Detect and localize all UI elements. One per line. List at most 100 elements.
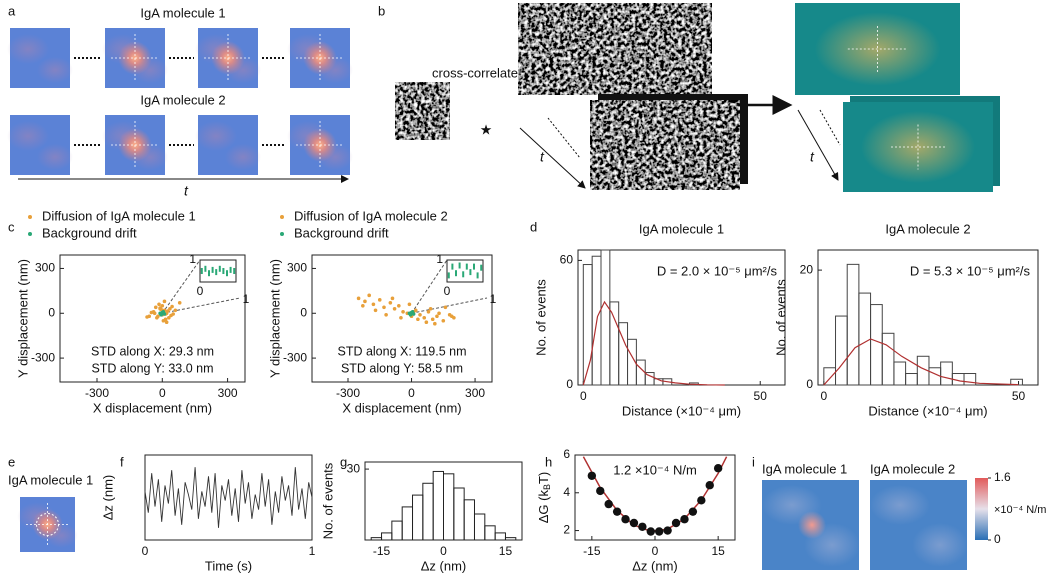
statistic-note: STD along X: 29.3 nm [91,344,214,358]
histogram-bar [846,263,860,386]
fit-curve [582,300,725,386]
y-axis-label: No. of events [773,279,788,356]
histogram-bar [391,520,403,541]
inset-x-tick-label: 0 [444,284,451,298]
histogram-bar [473,513,486,541]
x-tick-label: 0 [408,386,415,400]
x-axis-label: Distance (×10⁻⁴ μm) [622,403,741,418]
data-point [173,308,178,313]
data-point [164,320,169,325]
y-tick-label: 60 [560,253,574,267]
data-point [433,321,437,326]
data-point [377,298,382,302]
data-point [655,527,664,536]
image-texture [7,121,49,151]
legend-marker [28,232,32,236]
data-point [604,499,613,509]
data-point [587,471,597,480]
data-point [705,481,714,490]
data-point [663,526,672,535]
histogram-bar [401,506,414,541]
data-point [170,304,174,309]
image-texture [37,56,73,84]
histogram-bar [381,532,393,541]
annotation: D = 5.3 × 10⁻⁵ μm²/s [910,263,1031,278]
x-tick-label: -300 [85,386,109,400]
data-point [426,309,431,314]
map-texture [870,485,930,525]
statistic-note: STD along Y: 33.0 nm [91,361,213,375]
histogram-bar [370,537,383,541]
x-axis-label: Δz (nm) [632,558,678,573]
y-tick-label: 300 [35,261,55,275]
data-point [435,314,439,319]
data-point [168,306,172,311]
y-tick-label: 2 [563,523,570,537]
y-tick-label: 0 [48,305,55,319]
histogram-bar [443,473,455,541]
x-tick-label: 15 [711,544,725,558]
inset-x-tick-label: 1 [243,292,250,306]
image-texture [225,143,261,171]
legend-label: Diffusion of IgA molecule 1 [42,208,196,223]
chart-title: IgA molecule 2 [885,221,970,236]
convolution-symbol: ★ [480,122,493,138]
histogram-bar [600,249,611,386]
x-tick-label: -300 [336,386,360,400]
panel-label: d [530,219,537,234]
panel-title: IgA molecule 2 [870,461,955,476]
data-point [680,515,689,524]
histogram-bar [504,537,517,541]
selection-ring [36,513,59,536]
histogram-bar [881,332,895,386]
row-title: IgA molecule 1 [140,5,225,20]
dotted-guide [547,117,581,159]
inset-y-tick-label: 1 [436,252,443,266]
legend-label: Diffusion of IgA molecule 2 [294,208,448,223]
legend-marker [28,215,32,219]
histogram-bar [412,494,424,541]
y-axis-label: No. of events [320,462,335,539]
histogram-bar [463,499,475,541]
time-label: t [184,183,189,199]
data-point [160,304,165,308]
inset-y-tick-label: 1 [189,252,196,266]
time-arrow [519,127,586,189]
y-tick-label: -300 [283,350,307,364]
data-point [428,306,433,311]
data-point [363,299,367,304]
histogram-bar [940,361,953,386]
data-point [161,309,166,314]
histogram-bar [422,482,434,541]
histogram-bar [835,315,848,386]
panel-title: IgA molecule 1 [762,461,847,476]
histogram-bar [893,361,907,386]
data-point [361,304,365,308]
speckle-image [518,3,712,95]
histogram-bar [609,301,620,386]
y-tick-label: 4 [563,485,570,499]
x-tick-label: 0 [142,544,149,558]
data-point [171,312,175,316]
panel-label: i [752,454,755,469]
data-point [162,299,167,304]
data-point [621,515,630,524]
dotted-guide [819,109,841,146]
data-point [382,305,386,310]
y-axis-label: Y displacement (nm) [267,259,282,378]
data-point [596,486,605,496]
x-tick-label: 0 [440,544,447,558]
data-point [177,301,182,305]
x-axis-label: Time (s) [205,558,252,573]
image-texture [7,34,49,64]
x-tick-label: 1 [309,544,316,558]
y-axis-label: Y displacement (nm) [15,259,30,378]
x-tick-label: 15 [499,544,513,558]
data-point [441,318,446,323]
x-axis-label: X displacement (nm) [342,400,461,415]
data-point [367,293,371,298]
data-point [407,302,412,307]
data-point [157,302,161,307]
zoom-guide [161,259,201,314]
y-axis-label: No. of events [533,279,548,356]
